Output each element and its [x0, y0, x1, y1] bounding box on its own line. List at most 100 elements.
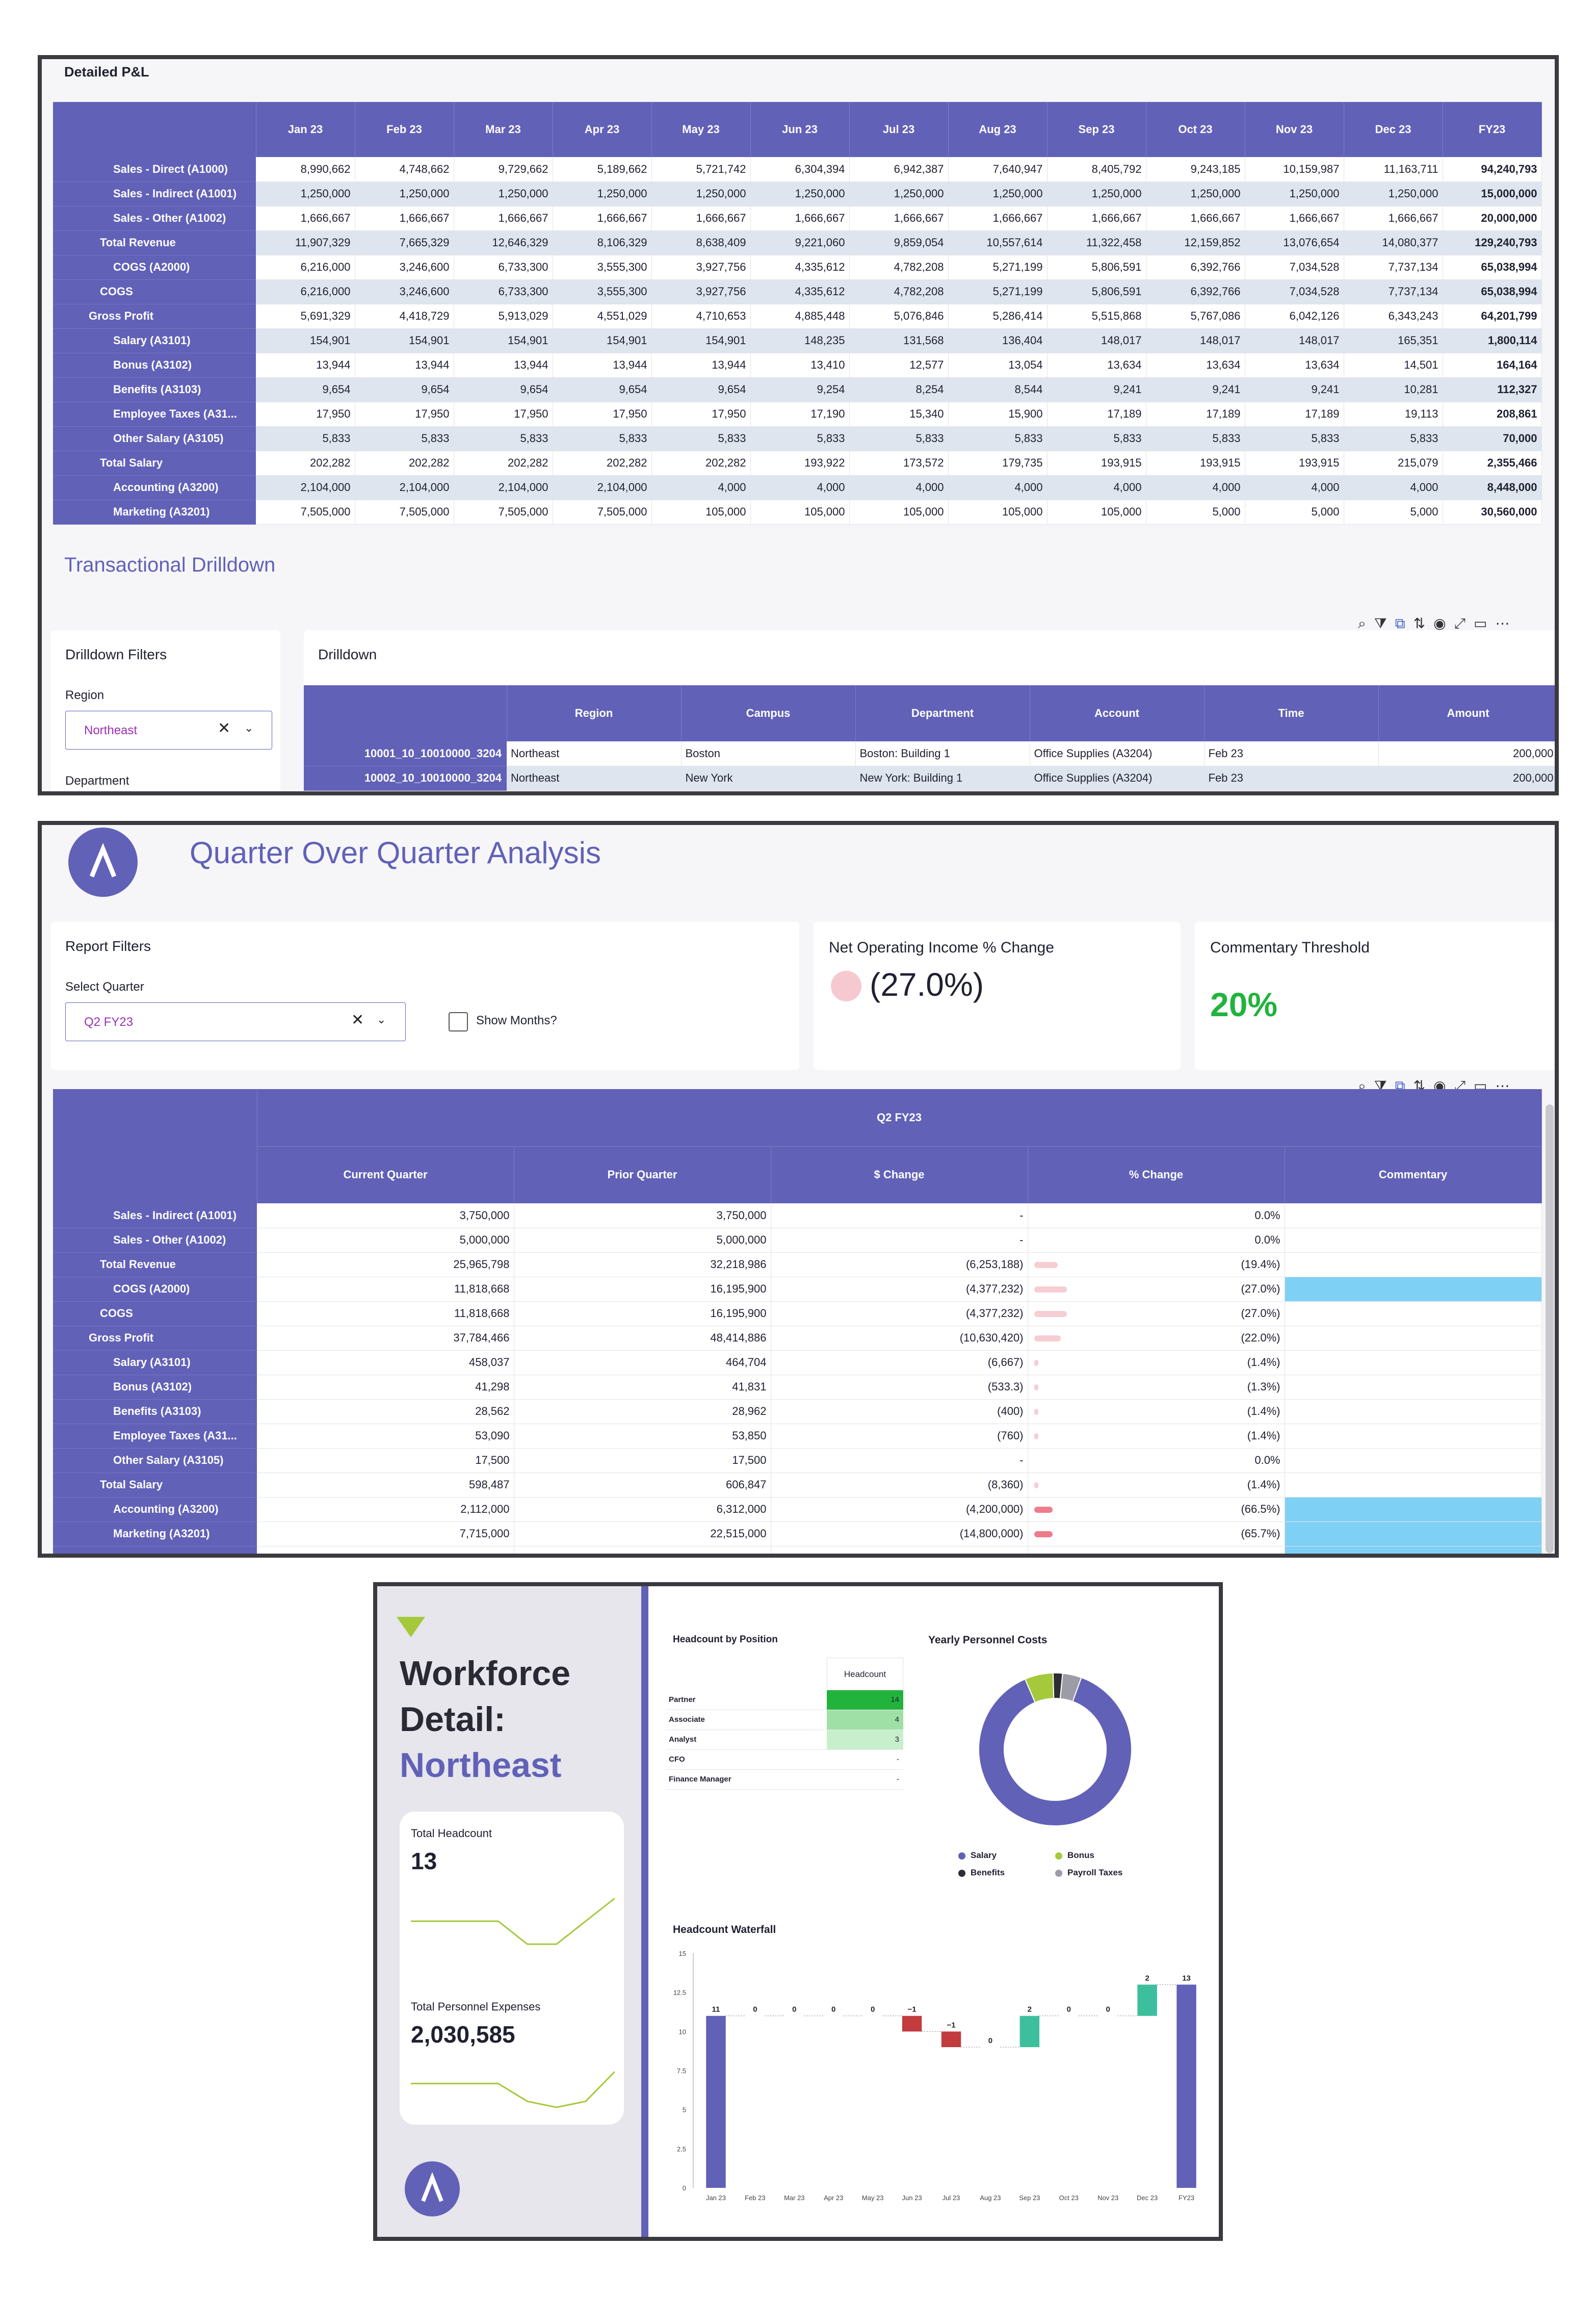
- row-label[interactable]: Sales - Indirect (A1001): [53, 1203, 257, 1228]
- row-label[interactable]: Sales - Direct (A1000): [53, 157, 256, 182]
- drill-col-header[interactable]: Amount: [1378, 685, 1555, 741]
- commentary-cell[interactable]: [1285, 1448, 1542, 1473]
- waterfall-bar[interactable]: [706, 2016, 726, 2188]
- commentary-cell[interactable]: [1285, 1473, 1542, 1498]
- commentary-cell[interactable]: [1285, 1228, 1542, 1253]
- pivot-icon[interactable]: ⧉: [1395, 615, 1410, 631]
- row-label[interactable]: Gross Profit: [53, 1326, 257, 1351]
- row-label[interactable]: Bonus (A3102): [53, 353, 256, 378]
- position-name[interactable]: Analyst: [669, 1735, 697, 1744]
- row-label[interactable]: Sales - Other (A1002): [53, 206, 256, 231]
- row-label[interactable]: 10001_10_10010000_3204: [304, 741, 507, 766]
- position-name[interactable]: Associate: [669, 1715, 705, 1724]
- row-label[interactable]: COGS (A2000): [53, 255, 256, 280]
- position-name[interactable]: Finance Manager: [669, 1775, 731, 1784]
- row-label[interactable]: Accounting (A3200): [53, 475, 256, 500]
- row-label[interactable]: Employee Taxes (A31...: [53, 402, 256, 427]
- drill-col-header[interactable]: Account: [1030, 685, 1205, 741]
- filter-icon[interactable]: ⧩: [1374, 615, 1392, 631]
- pnl-col-header[interactable]: Nov 23: [1245, 102, 1344, 157]
- row-label[interactable]: Total Salary: [53, 451, 256, 476]
- row-label[interactable]: Other Salary (A3105): [53, 1448, 257, 1473]
- row-label[interactable]: Sales - Indirect (A1001): [53, 182, 256, 207]
- drill-col-header[interactable]: Region: [507, 685, 682, 741]
- row-label[interactable]: IT Expenses (A3202): [53, 1546, 257, 1554]
- commentary-cell[interactable]: [1285, 1546, 1542, 1554]
- commentary-cell[interactable]: [1285, 1277, 1542, 1302]
- row-label[interactable]: Benefits (A3103): [53, 377, 256, 402]
- row-label[interactable]: Total Salary: [53, 1473, 257, 1498]
- expand-icon[interactable]: ⤢: [1454, 615, 1471, 631]
- chevron-down-icon[interactable]: ⌄: [244, 721, 254, 734]
- show-months-checkbox[interactable]: [449, 1012, 468, 1031]
- quarter-select[interactable]: Q2 FY23 ✕ ⌄: [65, 1002, 406, 1041]
- qoq-col-header[interactable]: Prior Quarter: [514, 1146, 771, 1203]
- commentary-cell[interactable]: [1285, 1399, 1542, 1424]
- comment-icon[interactable]: ▭: [1473, 615, 1493, 631]
- legend-item[interactable]: Payroll Taxes: [1055, 1868, 1152, 1878]
- drill-col-header[interactable]: Campus: [681, 685, 856, 741]
- row-label[interactable]: Salary (A3101): [53, 328, 256, 353]
- drill-col-header[interactable]: Time: [1204, 685, 1379, 741]
- position-name[interactable]: Partner: [669, 1695, 696, 1704]
- search-icon[interactable]: ⌕: [1358, 615, 1371, 631]
- chevron-down-icon[interactable]: ⌄: [377, 1013, 386, 1026]
- waterfall-bar[interactable]: [1137, 1984, 1157, 2016]
- commentary-cell[interactable]: [1285, 1424, 1542, 1449]
- scrollbar[interactable]: [1546, 1104, 1554, 1553]
- row-label[interactable]: Bonus (A3102): [53, 1375, 257, 1400]
- legend-item[interactable]: Benefits: [958, 1868, 1055, 1878]
- donut-slice[interactable]: [1059, 1672, 1082, 1702]
- row-label[interactable]: Other Salary (A3105): [53, 426, 256, 451]
- commentary-cell[interactable]: [1285, 1301, 1542, 1326]
- commentary-cell[interactable]: [1285, 1326, 1542, 1351]
- sort-icon[interactable]: ⇅: [1413, 615, 1431, 631]
- waterfall-bar[interactable]: [1019, 2016, 1040, 2047]
- row-label[interactable]: Accounting (A3200): [53, 1497, 257, 1522]
- pnl-col-header[interactable]: Oct 23: [1146, 102, 1245, 157]
- pnl-col-header[interactable]: Sep 23: [1047, 102, 1146, 157]
- pnl-col-header[interactable]: Jan 23: [256, 102, 355, 157]
- pnl-col-header[interactable]: Feb 23: [355, 102, 454, 157]
- row-label[interactable]: Marketing (A3201): [53, 1521, 257, 1546]
- row-label[interactable]: Marketing (A3201): [53, 500, 256, 525]
- legend-item[interactable]: Bonus: [1055, 1850, 1152, 1861]
- qoq-col-header[interactable]: Current Quarter: [257, 1146, 514, 1203]
- pnl-col-header[interactable]: May 23: [651, 102, 751, 157]
- row-label[interactable]: 10002_10_10010000_3204: [304, 766, 507, 791]
- commentary-cell[interactable]: [1285, 1497, 1542, 1522]
- row-label[interactable]: Total Revenue: [53, 230, 256, 255]
- region-select[interactable]: Northeast ✕ ⌄: [65, 711, 272, 750]
- donut-slice[interactable]: [978, 1676, 1132, 1826]
- row-label[interactable]: Gross Profit: [53, 304, 256, 329]
- position-name[interactable]: CFO: [669, 1755, 685, 1764]
- pnl-col-header[interactable]: Jul 23: [849, 102, 949, 157]
- eye-icon[interactable]: ◉: [1433, 615, 1451, 631]
- row-label[interactable]: Benefits (A3103): [53, 1399, 257, 1424]
- commentary-cell[interactable]: [1285, 1521, 1542, 1546]
- row-label[interactable]: Salary (A3101): [53, 1350, 257, 1375]
- pnl-col-header[interactable]: Aug 23: [948, 102, 1048, 157]
- qoq-col-header[interactable]: Commentary: [1285, 1146, 1542, 1203]
- pnl-col-header[interactable]: Apr 23: [553, 102, 652, 157]
- pnl-col-header[interactable]: Dec 23: [1344, 102, 1443, 157]
- row-label[interactable]: COGS: [53, 279, 256, 304]
- commentary-cell[interactable]: [1285, 1252, 1542, 1277]
- waterfall-bar[interactable]: [1176, 1984, 1196, 2188]
- row-label[interactable]: Total Revenue: [53, 1252, 257, 1277]
- qoq-col-header[interactable]: $ Change: [771, 1146, 1028, 1203]
- waterfall-bar[interactable]: [902, 2016, 922, 2032]
- more-icon[interactable]: ⋯: [1495, 615, 1515, 631]
- qoq-col-header[interactable]: % Change: [1028, 1146, 1285, 1203]
- waterfall-bar[interactable]: [941, 2031, 961, 2047]
- row-label[interactable]: COGS (A2000): [53, 1277, 257, 1302]
- pnl-col-header[interactable]: Mar 23: [454, 102, 553, 157]
- commentary-cell[interactable]: [1285, 1375, 1542, 1400]
- pnl-col-header[interactable]: Jun 23: [750, 102, 850, 157]
- row-label[interactable]: Sales - Other (A1002): [53, 1228, 257, 1253]
- drill-col-header[interactable]: Department: [855, 685, 1030, 741]
- commentary-cell[interactable]: [1285, 1203, 1542, 1228]
- pnl-col-header[interactable]: FY23: [1443, 102, 1542, 157]
- row-label[interactable]: COGS: [53, 1301, 257, 1326]
- clear-icon[interactable]: ✕: [351, 1012, 364, 1028]
